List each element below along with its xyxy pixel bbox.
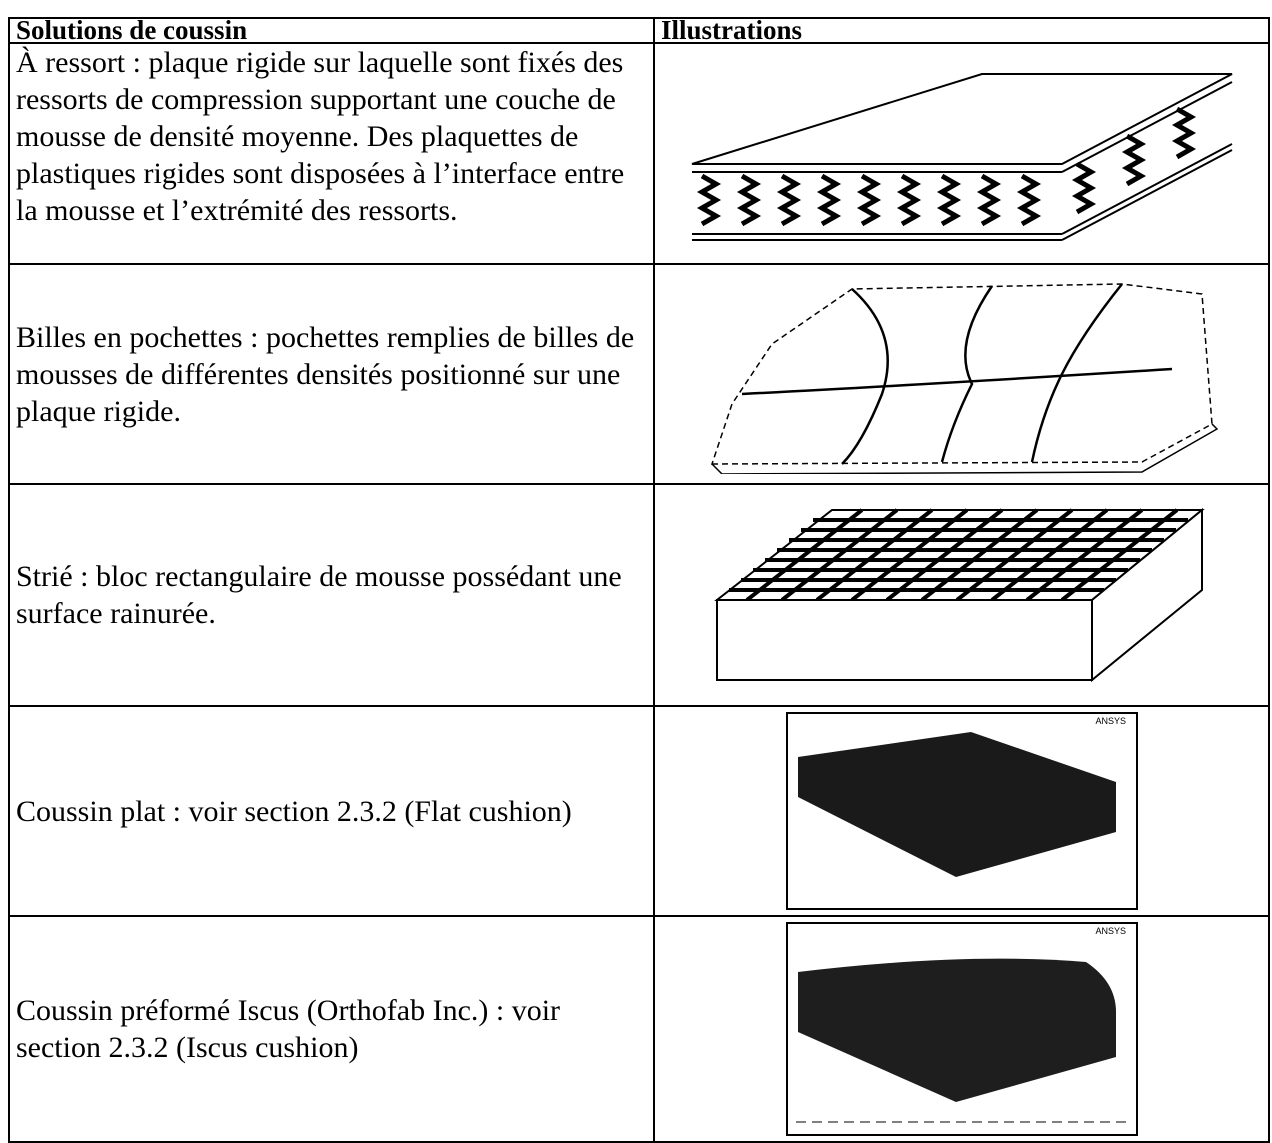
row: Billes en pochettes : pochettes remplies… — [8, 263, 1270, 485]
solution-cell: Billes en pochettes : pochettes remplies… — [8, 263, 655, 485]
header-cell: Solutions de coussin — [8, 17, 655, 44]
figure-label: ANSYS — [1095, 716, 1126, 726]
solution-cell: Coussin plat : voir section 2.3.2 (Flat … — [8, 705, 655, 917]
illustration-cell: ANSYS — [653, 705, 1270, 917]
grooved-illustration — [713, 507, 1205, 683]
solution-cell: Strié : bloc rectangulaire de mousse pos… — [8, 483, 655, 707]
solution-cell: À ressort : plaque rigide sur laquelle s… — [8, 42, 655, 265]
spring-illustration — [691, 72, 1232, 241]
cushion-table: Solutions de coussin Illustrations À res… — [8, 17, 1270, 1143]
row: Coussin plat : voir section 2.3.2 (Flat … — [8, 705, 1270, 917]
row: À ressort : plaque rigide sur laquelle s… — [8, 42, 1270, 265]
flat-cushion-illustration: ANSYS — [785, 712, 1138, 910]
illustration-cell — [653, 263, 1270, 485]
iscus-cushion-illustration: ANSYS — [785, 922, 1138, 1136]
illustration-cell: ANSYS — [653, 915, 1270, 1143]
illustration-cell — [653, 483, 1270, 707]
row: Coussin préformé Iscus (Orthofab Inc.) :… — [8, 915, 1270, 1143]
pocket-illustration — [710, 283, 1218, 474]
figure-label: ANSYS — [1095, 926, 1126, 936]
row: Strié : bloc rectangulaire de mousse pos… — [8, 483, 1270, 707]
header-row: Solutions de coussin Illustrations — [8, 17, 1270, 44]
header-cell: Illustrations — [653, 17, 1270, 44]
solution-cell: Coussin préformé Iscus (Orthofab Inc.) :… — [8, 915, 655, 1143]
illustration-cell — [653, 42, 1270, 265]
